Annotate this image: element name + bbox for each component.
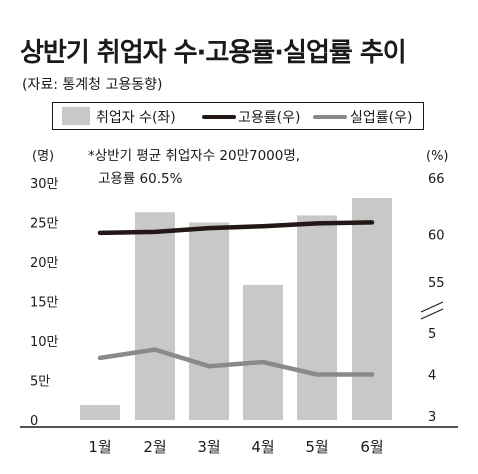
legend-label-employment-rate: 고용률(우) [238, 110, 300, 126]
x-tick-label: 4월 [251, 438, 274, 456]
axis-break-mark [420, 308, 444, 320]
right-axis-unit: (%) [426, 149, 449, 164]
bar-employed [135, 212, 175, 420]
left-tick-label: 5만 [30, 375, 50, 390]
legend-label-unemployment-rate: 실업률(우) [350, 110, 412, 126]
bar-employed [243, 284, 283, 420]
legend-box [52, 102, 424, 130]
left-tick-label: 0 [30, 414, 38, 429]
right-tick-label: 55 [428, 276, 445, 291]
left-tick-label: 25만 [30, 217, 59, 232]
line-unemployment-rate [97, 347, 375, 377]
right-tick-label: 5 [428, 327, 436, 342]
x-tick-label: 3월 [197, 438, 220, 456]
line-employment-rate [97, 220, 375, 236]
left-tick-label: 15만 [30, 296, 59, 311]
x-tick-label: 6월 [360, 438, 383, 456]
left-tick-label: 20만 [30, 256, 59, 271]
annotation-line-2: 고용률 60.5% [98, 171, 183, 187]
bar-employed [80, 404, 120, 420]
x-tick-label: 5월 [305, 438, 328, 456]
annotation-line-1: *상반기 평균 취업자수 20만7000명, [88, 148, 300, 164]
chart-source: (자료: 통계청 고용동향) [22, 77, 163, 93]
right-tick-label: 3 [428, 410, 436, 425]
legend-swatch-employed [62, 107, 90, 125]
bar-employed [297, 215, 337, 420]
x-tick-label: 2월 [143, 438, 166, 456]
right-tick-label: 66 [428, 172, 445, 187]
left-tick-label: 30만 [30, 177, 59, 192]
axis-break-mark [420, 301, 444, 313]
chart-title: 상반기 취업자 수·고용률·실업률 추이 [20, 38, 407, 68]
x-tick-label: 1월 [88, 438, 111, 456]
left-tick-label: 10만 [30, 335, 59, 350]
bar-employed [189, 222, 229, 420]
right-tick-label: 60 [428, 229, 445, 244]
right-tick-label: 4 [428, 369, 436, 384]
left-axis-unit: (명) [32, 149, 54, 164]
bar-employed [352, 198, 392, 420]
legend-label-employed: 취업자 수(좌) [96, 110, 176, 126]
